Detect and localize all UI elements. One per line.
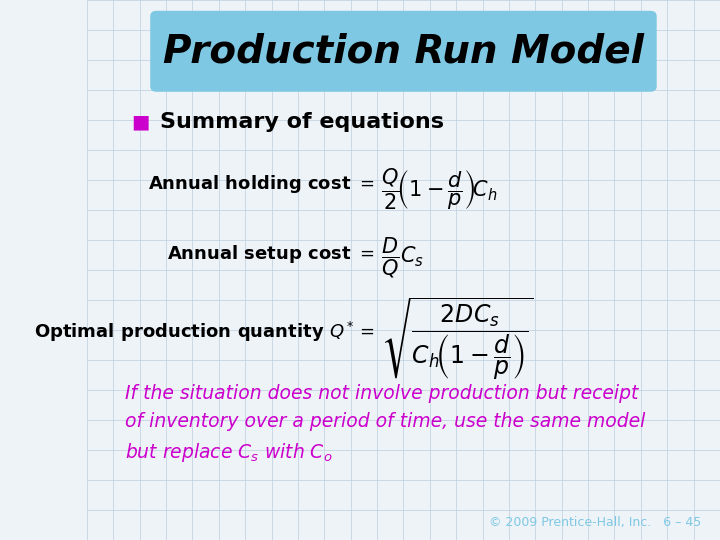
Text: Annual holding cost $=$: Annual holding cost $=$ (148, 173, 375, 194)
Text: Summary of equations: Summary of equations (160, 111, 444, 132)
Text: If the situation does not involve production but receipt
of inventory over a per: If the situation does not involve produc… (125, 384, 645, 464)
Text: Optimal production quantity $Q^* =$: Optimal production quantity $Q^* =$ (34, 320, 375, 344)
Text: Production Run Model: Production Run Model (163, 32, 644, 70)
Text: ■: ■ (131, 112, 150, 131)
Text: $\dfrac{Q}{2}\!\left(1-\dfrac{d}{p}\right)\!C_h$: $\dfrac{Q}{2}\!\left(1-\dfrac{d}{p}\righ… (382, 166, 498, 212)
Text: $\dfrac{D}{Q}C_s$: $\dfrac{D}{Q}C_s$ (382, 235, 424, 280)
Text: © 2009 Prentice-Hall, Inc.   6 – 45: © 2009 Prentice-Hall, Inc. 6 – 45 (489, 516, 701, 529)
Text: Annual setup cost $=$: Annual setup cost $=$ (167, 243, 375, 265)
Text: $\sqrt{\dfrac{2DC_s}{C_h\!\left(1-\dfrac{d}{p}\right)}}$: $\sqrt{\dfrac{2DC_s}{C_h\!\left(1-\dfrac… (382, 296, 534, 382)
FancyBboxPatch shape (150, 11, 657, 92)
